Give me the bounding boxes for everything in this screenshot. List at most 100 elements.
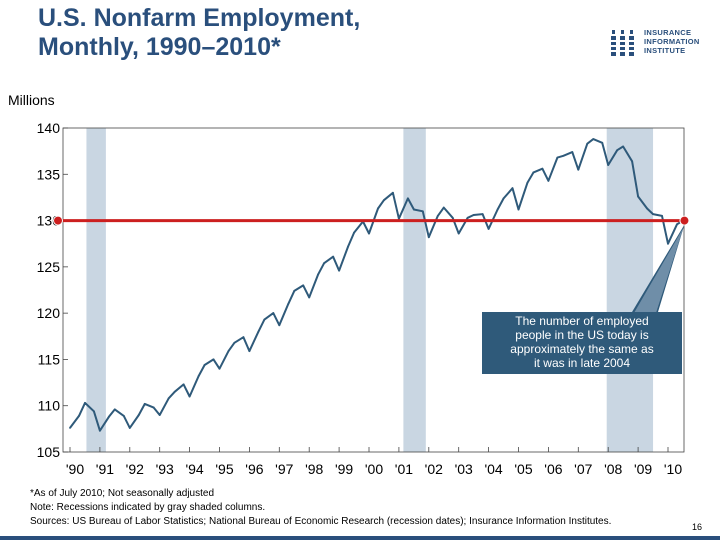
data-point <box>592 138 595 141</box>
data-point <box>69 427 71 429</box>
series-group <box>69 138 684 432</box>
data-point <box>78 414 80 417</box>
data-point <box>353 231 355 234</box>
y-axis-unit-label: Millions <box>8 92 55 108</box>
data-point <box>496 208 499 211</box>
data-point <box>472 214 475 216</box>
data-point <box>637 195 639 198</box>
data-point <box>532 171 535 174</box>
data-point <box>517 208 520 211</box>
iii-logo-icon <box>610 30 636 56</box>
data-point <box>93 410 95 413</box>
data-point <box>99 429 101 432</box>
data-point <box>427 236 430 239</box>
y-tick-label: 120 <box>37 305 61 321</box>
x-tick-label: '95 <box>215 461 233 477</box>
data-point <box>556 156 559 159</box>
data-point <box>347 245 349 248</box>
reference-line-group <box>53 215 690 226</box>
data-point <box>287 302 290 305</box>
recession-band-2 <box>403 128 426 452</box>
footnote-sources: Sources: US Bureau of Labor Statistics; … <box>30 516 612 527</box>
series-line-employment <box>69 138 684 432</box>
data-point <box>137 414 140 416</box>
data-point <box>227 350 230 352</box>
data-point <box>383 199 385 202</box>
data-point <box>601 141 604 144</box>
data-point <box>293 290 296 292</box>
x-tick-label: '04 <box>484 461 502 477</box>
data-point <box>272 312 275 315</box>
data-point <box>122 414 125 417</box>
data-point <box>481 213 484 215</box>
data-point <box>676 223 678 226</box>
x-tick-label: '00 <box>365 461 383 477</box>
data-point <box>487 228 490 230</box>
x-tick-label: '97 <box>275 461 293 477</box>
data-point <box>412 208 415 211</box>
footnotes: *As of July 2010; Not seasonally adjuste… <box>30 487 611 529</box>
logo-line-3: INSTITUTE <box>644 46 686 55</box>
data-point <box>667 242 669 245</box>
x-tick-label: '90 <box>66 461 84 477</box>
data-point <box>451 216 454 219</box>
data-point <box>233 341 236 344</box>
x-tick-label: '08 <box>604 461 622 477</box>
data-point <box>616 149 619 152</box>
x-tick-label: '01 <box>395 461 413 477</box>
footer-bar <box>0 536 720 540</box>
recession-band-1 <box>86 128 106 452</box>
y-tick-label: 140 <box>37 120 61 136</box>
data-point <box>406 197 409 200</box>
data-point <box>188 395 191 398</box>
data-point <box>436 215 439 217</box>
data-point <box>526 181 529 184</box>
footnote-asof: *As of July 2010; Not seasonally adjuste… <box>30 488 214 499</box>
data-point <box>197 375 200 377</box>
data-point <box>338 269 340 272</box>
data-point <box>203 364 206 366</box>
x-tick-label: '96 <box>245 461 263 477</box>
callout-pointer <box>632 224 685 312</box>
data-point <box>212 358 215 361</box>
x-tick-label: '92 <box>126 461 144 477</box>
data-point <box>278 324 281 327</box>
data-point <box>242 336 245 339</box>
logo-line-1: INSURANCE <box>644 28 692 37</box>
footnote-recessions: Note: Recessions indicated by gray shade… <box>30 502 266 513</box>
data-point <box>113 408 116 411</box>
reference-marker-end <box>679 215 690 226</box>
data-point <box>466 216 469 219</box>
data-point <box>577 168 580 171</box>
data-point <box>84 402 86 404</box>
x-tick-label: '10 <box>664 461 682 477</box>
data-point <box>158 414 161 416</box>
x-tick-label: '05 <box>514 461 532 477</box>
data-point <box>368 232 370 235</box>
y-tick-label: 130 <box>37 213 61 229</box>
data-point <box>661 215 663 217</box>
x-tick-label: '91 <box>96 461 114 477</box>
data-point <box>442 206 445 209</box>
y-tick-label: 125 <box>37 259 61 275</box>
data-point <box>631 160 634 163</box>
title-line-2: Monthly, 1990–2010* <box>38 33 281 61</box>
data-point <box>128 427 131 429</box>
data-point <box>541 167 544 170</box>
x-tick-label: '06 <box>544 461 562 477</box>
data-point <box>323 262 326 265</box>
data-point <box>167 397 170 400</box>
data-point <box>571 151 574 153</box>
data-point <box>263 318 266 321</box>
data-point <box>511 187 514 190</box>
x-tick-label: '93 <box>156 461 174 477</box>
x-tick-label: '03 <box>455 461 473 477</box>
x-tick-label: '98 <box>305 461 323 477</box>
callout-text: The number of employed people in the US t… <box>510 314 653 370</box>
data-point <box>302 284 305 287</box>
y-tick-label: 110 <box>38 398 61 414</box>
reference-marker-start <box>53 215 63 226</box>
data-point <box>502 197 505 200</box>
data-point <box>652 213 654 215</box>
